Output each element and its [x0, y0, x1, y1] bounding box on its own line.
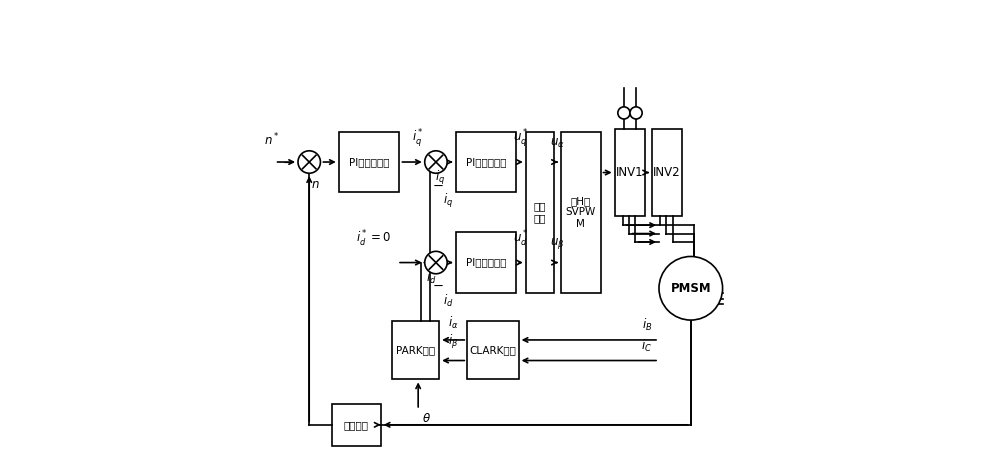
Text: $i_d^*=0$: $i_d^*=0$ [356, 229, 391, 250]
Text: CLARK变换: CLARK变换 [470, 345, 516, 355]
Text: $i_q^*$: $i_q^*$ [412, 127, 424, 149]
Text: $i_C$: $i_C$ [641, 337, 652, 354]
Text: $-$: $-$ [432, 179, 444, 192]
Circle shape [425, 151, 447, 173]
Text: $n$: $n$ [311, 178, 319, 191]
Text: $u_d^*$: $u_d^*$ [513, 229, 529, 250]
Circle shape [425, 251, 447, 274]
FancyBboxPatch shape [467, 321, 519, 379]
FancyBboxPatch shape [615, 129, 645, 216]
Text: $i_\beta$: $i_\beta$ [448, 333, 458, 351]
Text: PI电流调节器: PI电流调节器 [466, 257, 506, 267]
Text: PI电流调节器: PI电流调节器 [466, 157, 506, 167]
Text: 坐标
变换: 坐标 变换 [533, 202, 546, 223]
Text: PI转速调节器: PI转速调节器 [349, 157, 389, 167]
Text: $-$: $-$ [282, 156, 293, 168]
Text: INV2: INV2 [653, 166, 681, 179]
Text: $u_q^*$: $u_q^*$ [513, 127, 529, 149]
FancyBboxPatch shape [652, 129, 682, 216]
Text: $i_q$: $i_q$ [443, 192, 453, 210]
Circle shape [298, 151, 320, 173]
FancyBboxPatch shape [526, 132, 554, 293]
Text: $i_B$: $i_B$ [642, 317, 652, 333]
Text: PMSM: PMSM [670, 282, 711, 295]
FancyBboxPatch shape [392, 321, 439, 379]
Text: $i_d$: $i_d$ [426, 270, 437, 286]
FancyBboxPatch shape [561, 132, 601, 293]
Text: $n^*$: $n^*$ [264, 131, 280, 148]
Text: $i_\alpha$: $i_\alpha$ [448, 315, 459, 331]
Text: INV1: INV1 [616, 166, 644, 179]
Text: $\theta$: $\theta$ [422, 412, 431, 425]
Text: $u_\beta$: $u_\beta$ [550, 236, 565, 251]
FancyBboxPatch shape [339, 132, 399, 192]
Text: $-$: $-$ [432, 280, 444, 292]
Text: $i_d$: $i_d$ [443, 293, 453, 309]
Text: $i_q$: $i_q$ [435, 169, 445, 187]
Text: $u_\alpha$: $u_\alpha$ [550, 137, 565, 151]
Circle shape [618, 107, 630, 119]
FancyBboxPatch shape [332, 404, 381, 446]
FancyBboxPatch shape [456, 132, 516, 192]
Circle shape [630, 107, 642, 119]
Circle shape [659, 257, 723, 320]
Text: 速度反馈: 速度反馈 [344, 420, 369, 430]
FancyBboxPatch shape [456, 232, 516, 293]
Text: 双H桥
SVPW
M: 双H桥 SVPW M [566, 196, 596, 229]
Text: PARK变换: PARK变换 [396, 345, 435, 355]
